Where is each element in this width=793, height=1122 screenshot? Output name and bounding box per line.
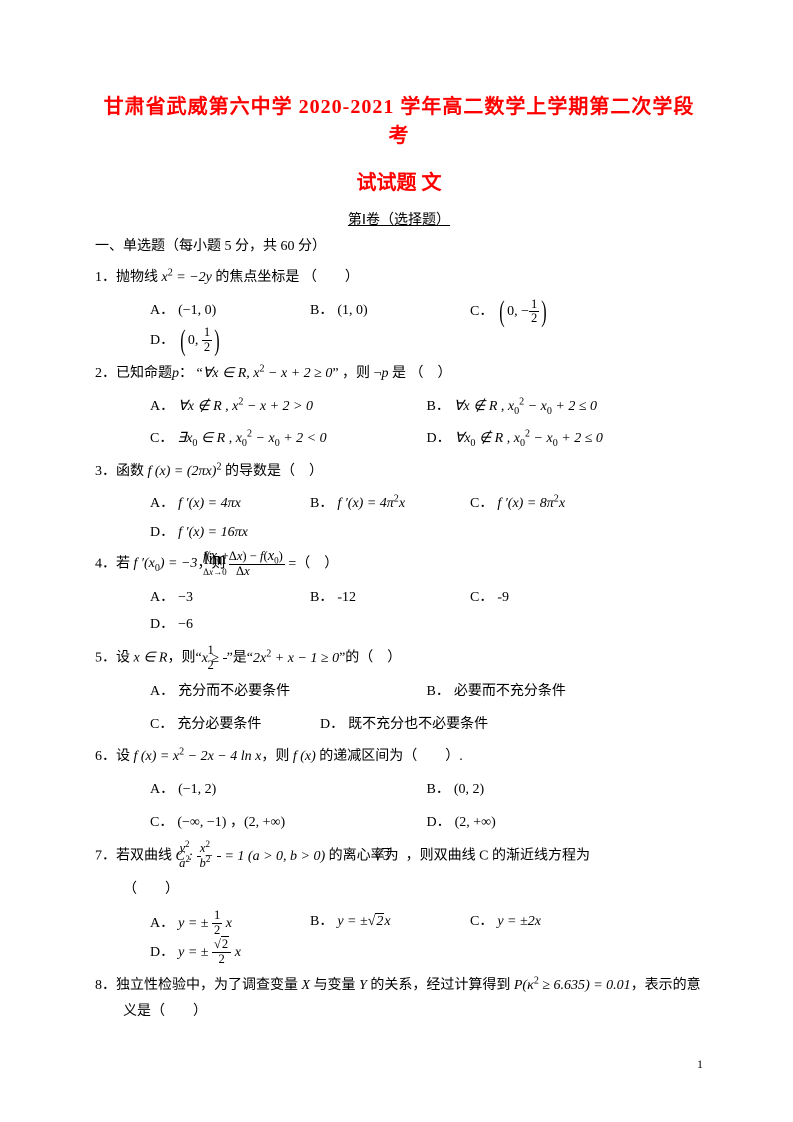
q4-opt-d: D．−6 (150, 612, 310, 639)
q6-opt-d: D．(2, +∞) (427, 810, 704, 837)
q5-opt-b: B．必要而不充分条件 (427, 679, 704, 706)
q5-opt-d: D．既不充分也不必要条件 (320, 712, 488, 739)
exam-title-line1: 甘肃省武威第六中学 2020-2021 学年高二数学上学期第二次学段考 (95, 90, 703, 148)
q6-num: 6． (95, 749, 116, 764)
q2-options-row1: A．∀x ∉ R , x2 − x + 2 > 0 B．∀x ∉ R , x02… (95, 394, 703, 421)
question-7-paren: （ ） (95, 877, 703, 904)
q4-opt-c: C．-9 (470, 585, 630, 612)
q7-num: 7． (95, 849, 116, 864)
q5-opt-c: C．充分必要条件 (150, 712, 320, 739)
q2-opt-d: D．∀x0 ∉ R , x02 − x0 + 2 ≤ 0 (427, 426, 704, 453)
q3-formula: f (x) = (2πx)2 (148, 464, 222, 479)
q1-options: A．(−1, 0) B．(1, 0) C．(0, −12) D．(0, 12) (95, 298, 703, 355)
q2-num: 2． (95, 366, 116, 381)
q1-stem-suffix: 的焦点坐标是 （ ） (212, 270, 359, 285)
q6-options-row2: C．(−∞, −1) ，(2, +∞) D．(2, +∞) (95, 810, 703, 837)
q1-stem-prefix: 抛物线 (116, 270, 162, 285)
q4-frac: f(x0+Δx) − f(x0)Δx (229, 549, 285, 580)
q1-opt-d: D．(0, 12) (150, 326, 310, 355)
q7-opt-c: C．y = ±2x (470, 909, 630, 938)
q6-opt-b: B．(0, 2) (427, 777, 704, 804)
q4-opt-b: B．-12 (310, 585, 470, 612)
q3-options-row1: A．f ′(x) = 4πx B．f ′(x) = 4π2x C．f ′(x) … (95, 491, 703, 518)
question-1: 1．抛物线 x2 = −2y 的焦点坐标是 （ ） (95, 265, 703, 292)
q7-opt-d: D．y = ± √22 x (150, 938, 310, 967)
q8-num: 8． (95, 978, 116, 993)
q1-formula: x2 = −2y (162, 270, 212, 285)
page-number: 1 (697, 1057, 703, 1072)
q3-opt-d: D．f ′(x) = 16πx (150, 520, 310, 547)
q7-opt-a: A．y = ± 12 x (150, 909, 310, 938)
q2-opt-a: A．∀x ∉ R , x2 − x + 2 > 0 (150, 394, 427, 421)
q6-opt-c: C．(−∞, −1) ，(2, +∞) (150, 810, 427, 837)
q1-opt-b: B．(1, 0) (310, 298, 470, 327)
q5-options-row1: A．充分而不必要条件 B．必要而不充分条件 (95, 679, 703, 706)
q3-options-row2: D．f ′(x) = 16πx (95, 520, 703, 547)
q3-num: 3． (95, 464, 116, 479)
question-7: 7．若双曲线 C : y2a2 − x2b2 = 1 (a > 0, b > 0… (95, 842, 703, 871)
question-3: 3．函数 f (x) = (2πx)2 的导数是（ ） (95, 459, 703, 486)
question-6: 6．设 f (x) = x2 − 2x − 4 ln x，则 f (x) 的递减… (95, 744, 703, 771)
paper-section-label: 第Ⅰ卷（选择题） (95, 209, 703, 229)
section-heading: 一、单选题（每小题 5 分，共 60 分） (95, 235, 703, 255)
q7-opt-b: B．y = ±√2x (310, 909, 470, 938)
q5-opt-a: A．充分而不必要条件 (150, 679, 427, 706)
q4-options: A．−3 B．-12 C．-9 D．−6 (95, 585, 703, 638)
q6-opt-a: A．(−1, 2) (150, 777, 427, 804)
q1-opt-a: A．(−1, 0) (150, 298, 310, 327)
q7-options: A．y = ± 12 x B．y = ±√2x C．y = ±2x D．y = … (95, 909, 703, 966)
q6-options-row1: A．(−1, 2) B．(0, 2) (95, 777, 703, 804)
q3-opt-b: B．f ′(x) = 4π2x (310, 491, 470, 518)
question-5: 5．设 x ∈ R，则“x ≥ 12”是“2x2 + x − 1 ≥ 0”的（ … (95, 644, 703, 673)
q4-num: 4． (95, 556, 116, 571)
q2-opt-b: B．∀x ∉ R , x02 − x0 + 2 ≤ 0 (427, 394, 704, 421)
q5-options-row2: C．充分必要条件 D．既不充分也不必要条件 (95, 712, 703, 739)
q2-formula: ∀x ∈ R, x2 − x + 2 ≥ 0 (203, 366, 333, 381)
q3-opt-a: A．f ′(x) = 4πx (150, 491, 310, 518)
question-2: 2．已知命题p： “∀x ∈ R, x2 − x + 2 ≥ 0” ，则 ¬p … (95, 361, 703, 388)
q5-num: 5． (95, 651, 116, 666)
q4-opt-a: A．−3 (150, 585, 310, 612)
question-4: 4．若 f ′(x0) = −3，则 limΔx→0f(x0+Δx) − f(x… (95, 549, 703, 580)
q1-num: 1． (95, 270, 116, 285)
q1-opt-c: C．(0, −12) (470, 298, 630, 327)
exam-title-line2: 试试题 文 (95, 166, 703, 195)
q3-opt-c: C．f ′(x) = 8π2x (470, 491, 630, 518)
question-8: 8．独立性检验中，为了调查变量 X 与变量 Y 的关系，经过计算得到 P(κ2 … (95, 973, 703, 1026)
q2-opt-c: C．∃x0 ∈ R , x02 − x0 + 2 < 0 (150, 426, 427, 453)
q2-options-row2: C．∃x0 ∈ R , x02 − x0 + 2 < 0 D．∀x0 ∉ R ,… (95, 426, 703, 453)
